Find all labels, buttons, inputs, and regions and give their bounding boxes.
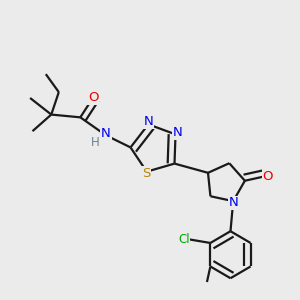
Text: N: N — [143, 115, 153, 128]
Text: O: O — [262, 170, 273, 183]
Text: Cl: Cl — [178, 233, 190, 246]
Text: N: N — [101, 127, 111, 140]
Text: S: S — [142, 167, 150, 180]
Text: N: N — [228, 196, 238, 209]
Text: O: O — [88, 91, 99, 104]
Text: N: N — [173, 126, 182, 139]
Text: H: H — [91, 136, 100, 149]
